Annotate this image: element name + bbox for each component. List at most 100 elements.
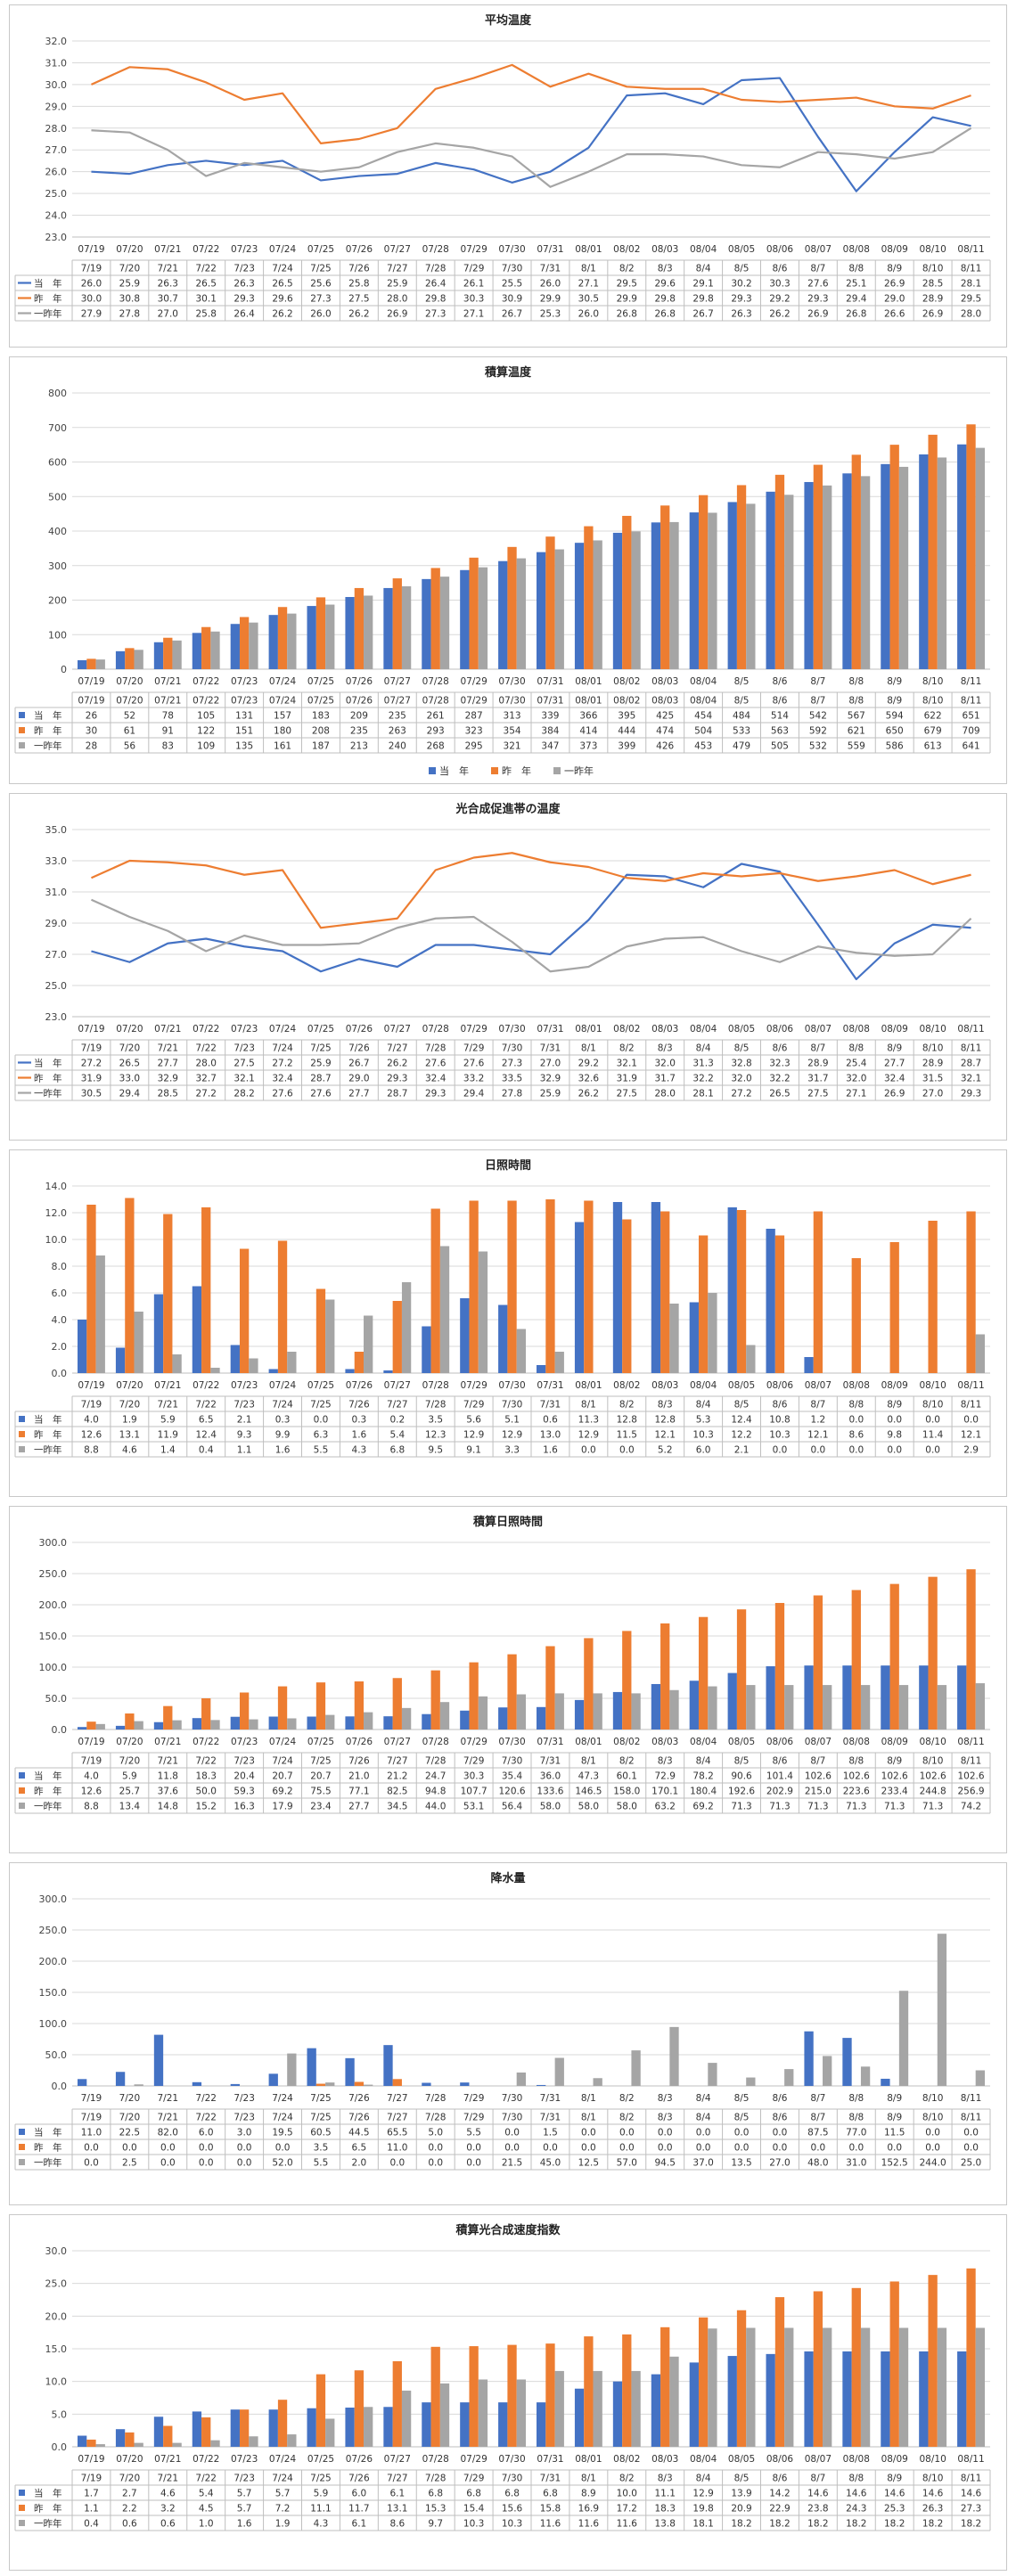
table-value-cell: 180.4 [690,1787,717,1797]
table-value-cell: 323 [465,726,483,737]
table-value-cell: 7.2 [275,2504,291,2515]
table-header-cell: 7/20 [119,2474,141,2484]
table-value-cell: 30.9 [502,294,522,305]
bar-current [957,444,967,669]
bar-twoago [478,1696,488,1730]
table-header-cell: 8/8 [848,1756,864,1767]
bar-twoago [746,2327,756,2447]
x-tick-label: 08/08 [843,244,870,255]
table-header-cell: 8/1 [581,1043,596,1054]
table-value-cell: 215.0 [805,1787,832,1797]
table-header-cell: 7/29 [463,264,485,274]
table-header-cell: 8/3 [658,2474,673,2484]
bar-twoago [134,1312,143,1373]
table-value-cell: 102.6 [805,1771,832,1782]
table-value-cell: 25.1 [846,279,866,290]
table-value-cell: 0.0 [734,2128,750,2138]
bar-twoago [287,2434,297,2447]
bar-current [804,2031,814,2086]
table-value-cell: 0.0 [848,1415,864,1426]
table-value-cell: 26.5 [769,1089,790,1100]
table-value-cell: 6.5 [199,1415,214,1426]
table-value-cell: 30.1 [196,294,217,305]
bar-current [537,2402,546,2447]
table-value-cell: 12.5 [578,2158,599,2169]
bar-last [277,2400,288,2447]
table-value-cell: 287 [465,711,483,722]
bar-twoago [975,1683,985,1730]
table-value-cell: 11.0 [81,2128,102,2138]
bar-last [851,454,861,669]
x-tick-label: 08/11 [957,244,984,255]
table-value-cell: 27.2 [731,1089,751,1100]
x-tick-label: 07/31 [537,1380,563,1391]
bar-last [430,1670,440,1730]
legend-label: 昨 年 [502,765,531,777]
x-tick-label: 07/29 [460,1024,487,1034]
table-value-cell: 151 [235,726,253,737]
table-header-cell: 7/21 [157,1043,178,1054]
table-value-cell: 25.9 [540,1089,561,1100]
table-value-cell: 0.0 [466,2143,481,2154]
y-tick-label: 700 [48,422,67,434]
x-tick-label: 07/21 [154,1380,181,1391]
table-value-cell: 26.5 [196,279,217,290]
bar-current [957,1665,967,1730]
table-header-cell: 7/26 [348,1043,370,1054]
table-value-cell: 11.6 [540,2519,561,2530]
bar-twoago [784,1685,794,1730]
table-value-cell: 27.2 [196,1089,217,1100]
bar-current [804,481,814,669]
data-table: 7/19 7/20 7/21 7/22 7/23 7/24 7/25 7/26 7/27 7/28… [14,1395,991,1458]
bar-last [315,597,326,669]
table-value-cell: 244.8 [920,1787,946,1797]
x-tick-label: 07/27 [384,1024,411,1034]
table-header-cell: 8/9 [887,1400,902,1411]
bar-twoago [478,2379,488,2447]
x-tick-label: 07/29 [460,676,487,687]
table-value-cell: 32.4 [272,1074,293,1084]
table-header-cell: 8/7 [810,1400,825,1411]
table-value-cell: 27.5 [807,1089,828,1100]
x-tick-label: 08/09 [881,1380,908,1391]
x-tick-label: 07/23 [231,1737,258,1747]
bar-last [315,1682,326,1730]
table-header-cell: 7/28 [425,1043,447,1054]
bar-twoago [975,2327,985,2447]
table-value-cell: 27.0 [158,309,178,320]
table-header-cell: 08/03 [651,696,678,707]
bar-last [86,1205,96,1373]
table-value-cell: 709 [963,726,980,737]
table-value-cell: 36.0 [540,1771,561,1782]
table-value-cell: 5.3 [696,1415,711,1426]
table-value-cell: 82.0 [158,2128,178,2138]
table-value-cell: 12.4 [196,1430,217,1441]
table-value-cell: 94.8 [425,1787,446,1797]
table-value-cell: 102.6 [881,1771,908,1782]
table-value-cell: 30.8 [119,294,140,305]
table-value-cell: 26.5 [272,279,292,290]
bar-twoago [898,1685,909,1730]
table-value-cell: 10.8 [769,1415,790,1426]
bar-last [966,424,976,669]
table-header-cell: 7/24 [272,1400,293,1411]
table-header-cell: 7/29 [463,1043,485,1054]
y-tick-label: 23.0 [45,1011,68,1023]
x-tick-label: 07/21 [154,1024,181,1034]
table-value-cell: 2.2 [122,2504,137,2515]
series-line-twoago [91,898,972,973]
table-value-cell: 31.5 [922,1074,943,1084]
bar-twoago [172,640,182,669]
bar-last [660,1211,670,1373]
bar-last [392,2360,402,2447]
table-value-cell: 209 [350,711,368,722]
table-header-cell: 8/8 [848,1400,864,1411]
table-value-cell: 6.8 [389,1445,405,1456]
x-tick-label: 07/23 [231,1024,258,1034]
bar-twoago [631,2050,641,2086]
table-value-cell: 28.2 [234,1089,254,1100]
y-tick-label: 5.0 [52,2408,68,2420]
bar-twoago [95,1723,105,1730]
series-name: 当 年 [34,278,62,290]
table-value-cell: 20.7 [310,1771,331,1782]
